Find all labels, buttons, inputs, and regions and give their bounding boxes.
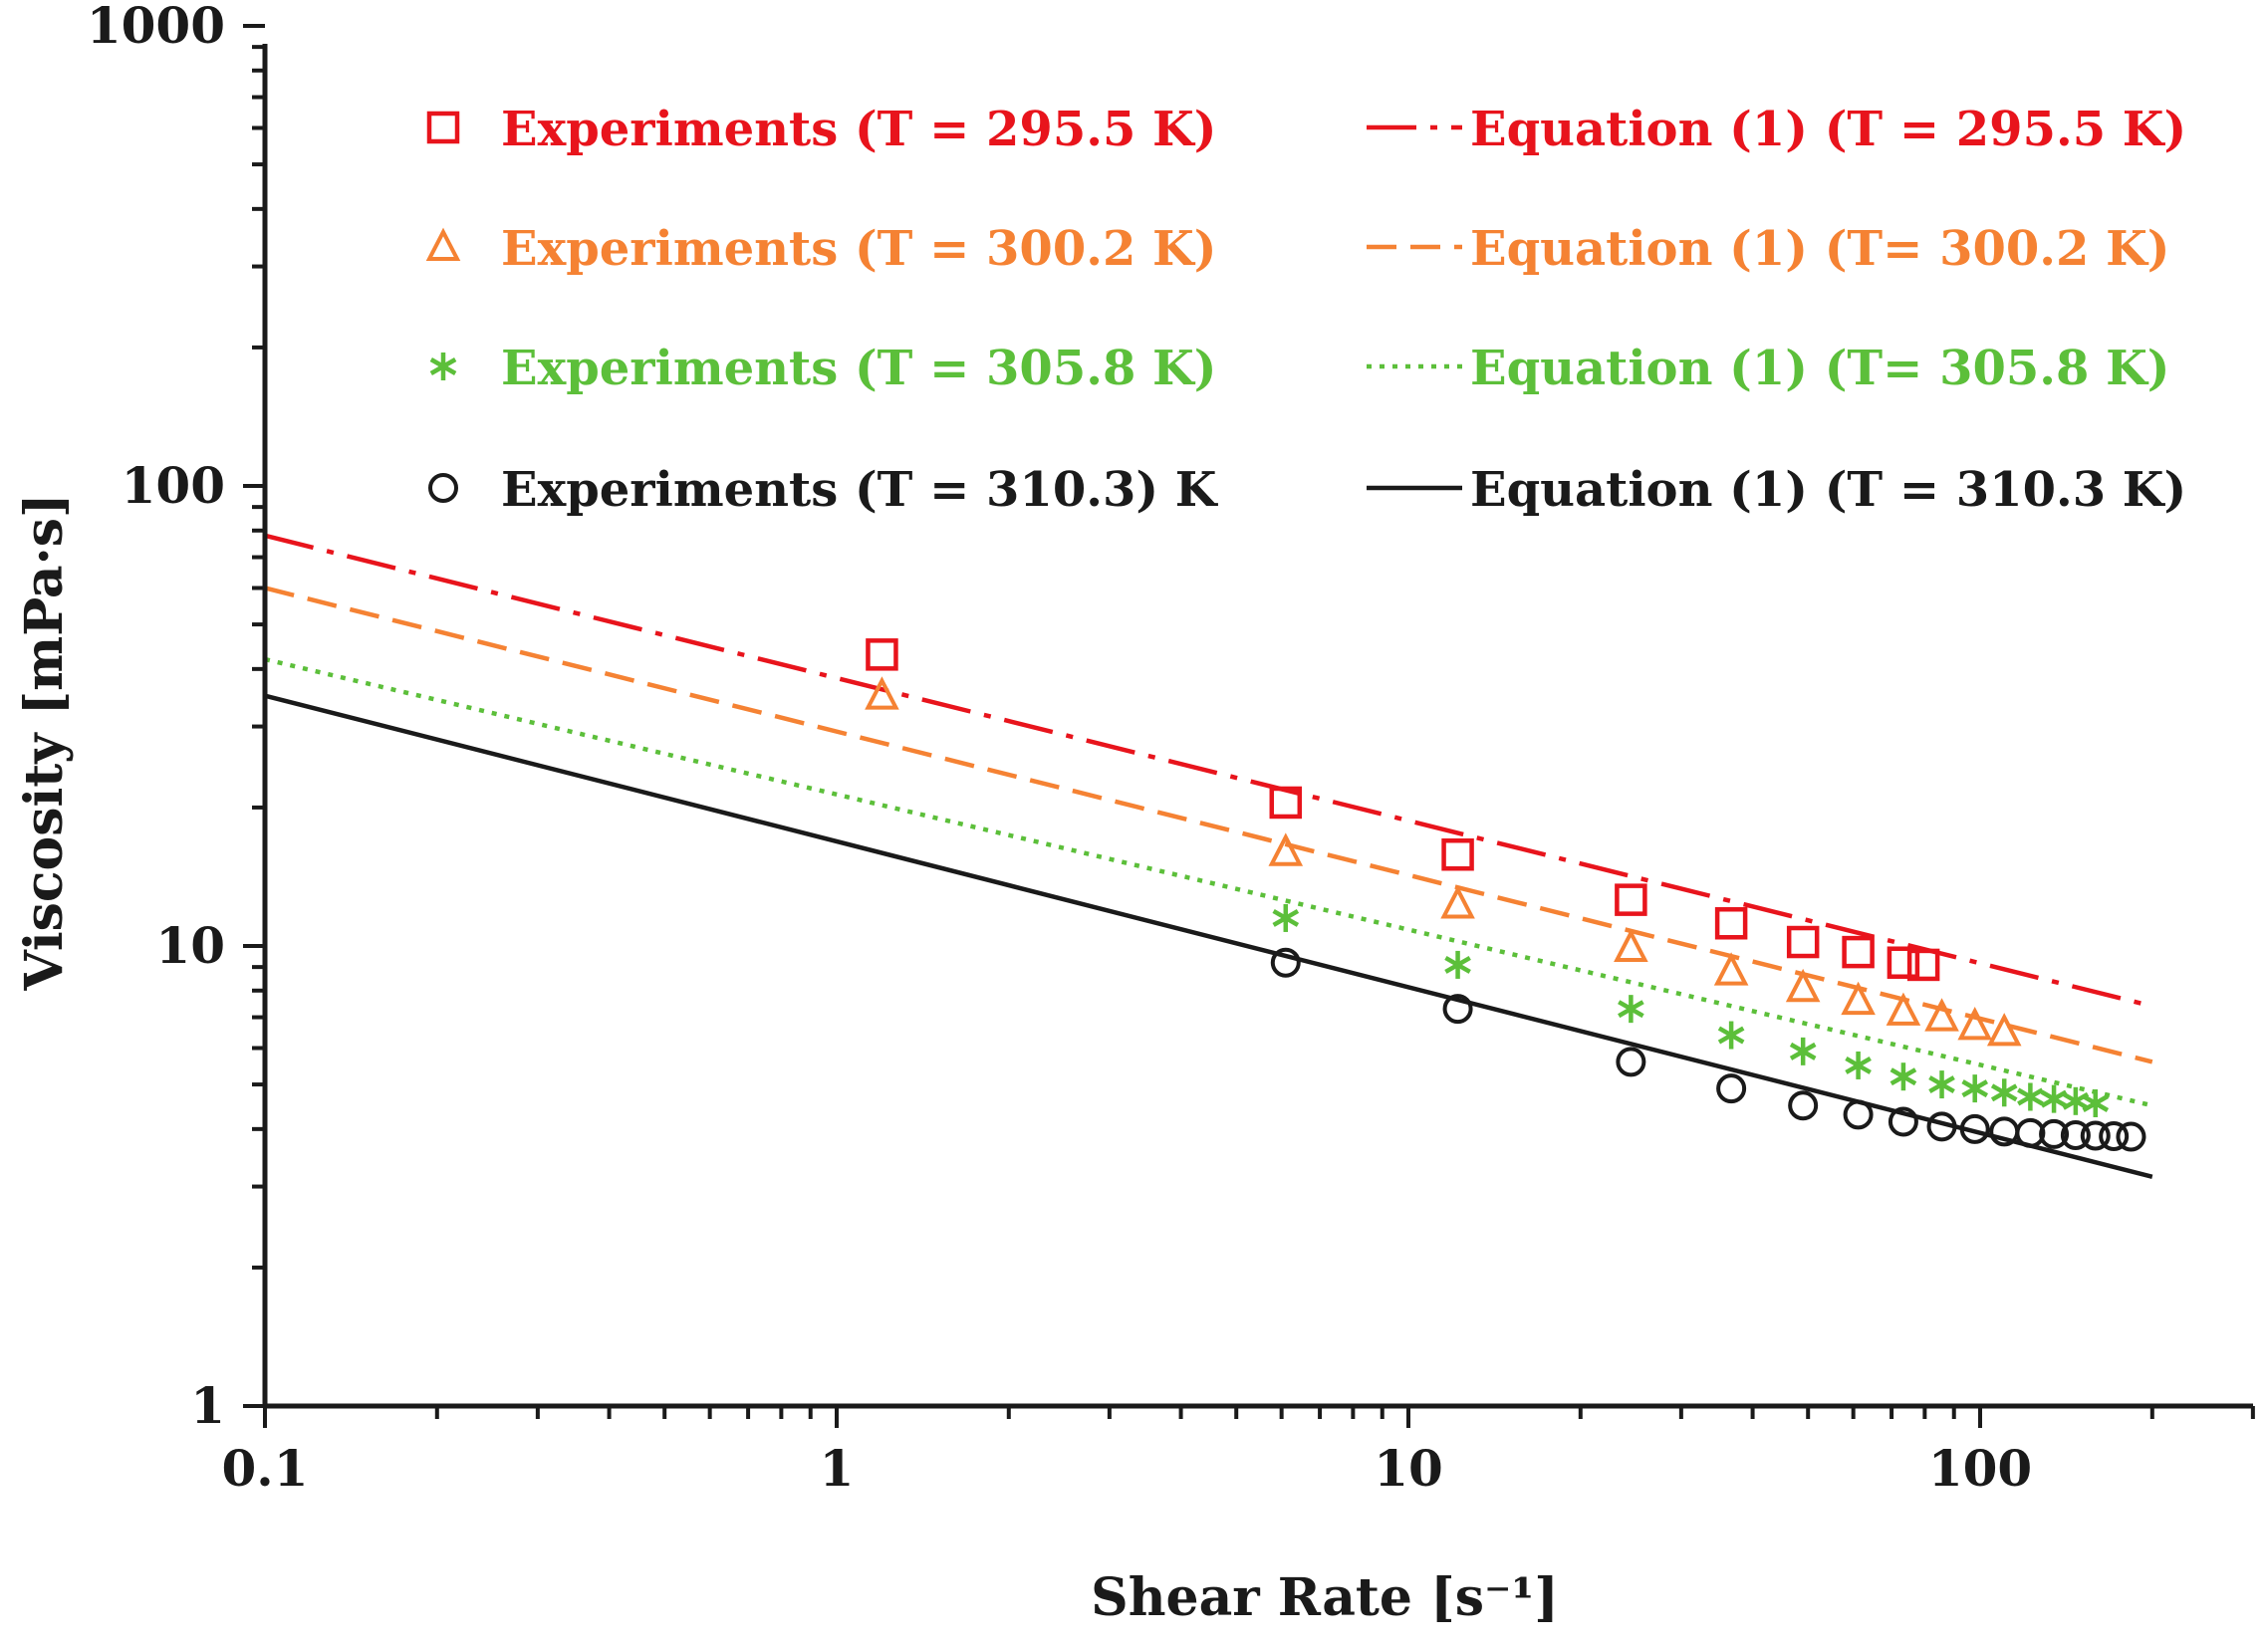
data-point: [866, 638, 898, 671]
data-point: [1444, 950, 1471, 979]
legend-label: Equation (1) (T = 310.3 K): [1470, 462, 2186, 518]
data-point: [1957, 1007, 1992, 1041]
data-point: [1785, 968, 1821, 1003]
data-point: [1786, 925, 1820, 959]
data-point: [1886, 992, 1921, 1026]
legend-label: Equation (1) (T= 305.8 K): [1470, 341, 2170, 396]
legend: Experiments (T = 295.5 K) Experiments (T …: [425, 102, 2186, 518]
data-point: [1441, 837, 1474, 871]
data-point: [1924, 998, 1959, 1032]
data-point: [1615, 883, 1647, 916]
data-point: [1618, 995, 1644, 1024]
data-point: [1269, 786, 1303, 820]
data-point: [1788, 1090, 1819, 1121]
data-point: [1714, 907, 1748, 940]
x-tick-label: 0.1: [222, 1439, 309, 1498]
data-point: [1986, 1013, 2022, 1047]
legend-marker: [428, 473, 458, 503]
data-point: [2040, 1084, 2068, 1113]
fit-line: [264, 533, 2153, 1009]
y-tick-label: 1: [190, 1376, 225, 1435]
data-point: [1959, 1113, 1990, 1144]
x-tick-label: 100: [1928, 1439, 2032, 1498]
data-point: [2017, 1082, 2044, 1111]
data-point: [2039, 1118, 2070, 1149]
y-tick-label: 100: [122, 456, 225, 515]
data-point: [1442, 994, 1473, 1025]
data-point: [1440, 885, 1475, 919]
legend-label: Experiments (T = 295.5 K): [501, 102, 1216, 157]
data-point: [2060, 1119, 2091, 1150]
data-point: [1616, 1047, 1646, 1077]
data-point: [865, 676, 899, 710]
y-tick-label: 1000: [87, 0, 225, 55]
data-point: [1614, 928, 1648, 963]
data-point: [1843, 1099, 1874, 1130]
fit-line: [264, 586, 2153, 1064]
y-tick-label: 10: [155, 916, 225, 975]
data-point: [1841, 981, 1876, 1016]
data-point: [1268, 832, 1304, 866]
data-point: [1890, 1062, 1917, 1091]
data-point: [2080, 1120, 2111, 1151]
fit-line: [264, 693, 2153, 1179]
x-tick-label: 1: [820, 1439, 855, 1498]
data-point: [1842, 935, 1875, 969]
data-point: [1717, 1021, 1745, 1050]
data-point: [2099, 1120, 2130, 1151]
data-point: [1990, 1078, 2018, 1107]
data-point: [1926, 1111, 1957, 1142]
data-point: [1713, 952, 1749, 986]
data-point: [2116, 1121, 2146, 1152]
data-point: [1928, 1070, 1955, 1099]
data-point: [1270, 947, 1301, 978]
legend-label: Equation (1) (T = 295.5 K): [1470, 102, 2186, 157]
data-point: [1716, 1073, 1747, 1104]
data-point: [1272, 903, 1300, 932]
data-point: [1961, 1074, 1989, 1103]
data-point: [1888, 1106, 1918, 1137]
legend-marker: [429, 353, 457, 380]
data-point: [2015, 1117, 2046, 1148]
legend-label: Experiments (T = 310.3) K: [501, 462, 1219, 518]
legend-label: Equation (1) (T= 300.2 K): [1470, 221, 2170, 277]
x-axis-title: Shear Rate [s⁻¹]: [1091, 1567, 1559, 1628]
data-point: [1906, 948, 1940, 982]
legend-label: Experiments (T = 300.2 K): [501, 221, 1216, 277]
legend-marker: [426, 111, 460, 144]
axes: [243, 24, 2255, 1428]
fit-lines: [264, 533, 2153, 1179]
data-point: [1845, 1051, 1872, 1079]
data-markers: [865, 638, 2146, 1152]
data-point: [1887, 946, 1920, 979]
fit-line: [264, 656, 2153, 1108]
legend-label: Experiments (T = 305.8 K): [501, 341, 1216, 396]
data-point: [1789, 1037, 1817, 1065]
x-tick-label: 10: [1374, 1439, 1443, 1498]
y-axis-title: Viscosity [mPa·s]: [14, 493, 75, 991]
data-point: [2082, 1088, 2110, 1117]
legend-marker: [425, 227, 461, 261]
